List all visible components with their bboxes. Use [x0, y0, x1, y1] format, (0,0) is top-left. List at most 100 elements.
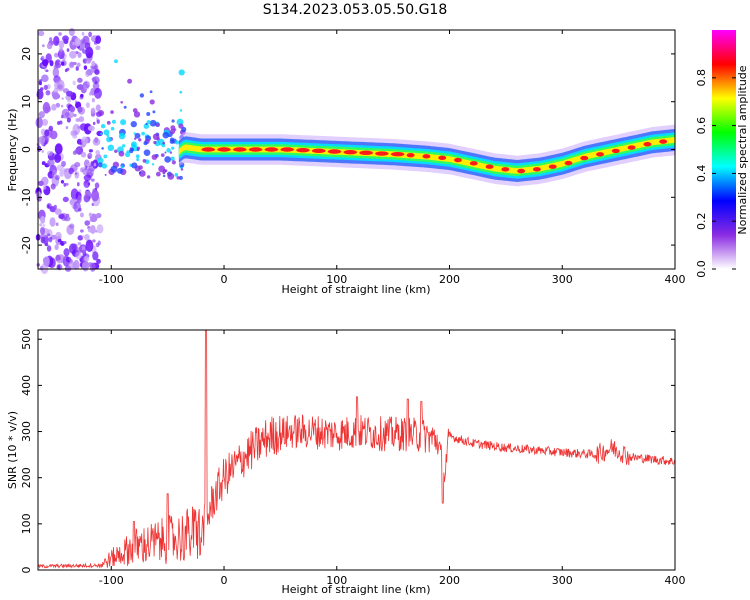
spectrogram-noise-blob: [41, 149, 44, 153]
spectrogram-noise-blob: [68, 167, 75, 175]
spectrogram-noise-blob: [66, 117, 71, 123]
spectrogram-transition-blob: [176, 176, 180, 180]
spectrogram-noise-blob: [78, 189, 82, 193]
spectrogram-transition-blob: [180, 168, 184, 171]
spectrogram-transition-blob: [171, 160, 176, 165]
spectrogram-noise-blob: [69, 50, 77, 59]
spectrogram-noise-blob: [92, 121, 96, 125]
spectrogram-transition-blob: [174, 140, 180, 145]
colorbar-gradient: [712, 30, 736, 269]
snr-x-tick-label: -100: [99, 574, 124, 587]
snr-x-tick-label: 400: [665, 574, 686, 587]
spectrogram-noise-blob: [96, 258, 101, 264]
spectrogram-transition-blob: [103, 129, 110, 136]
spectrogram-transition-blob: [110, 126, 115, 131]
spectrogram-ridge-core: [517, 168, 526, 174]
spectrogram-noise-blob: [74, 161, 81, 168]
spectrogram-noise-blob: [87, 152, 93, 160]
spectrogram-noise-blob: [42, 224, 46, 228]
snr-y-tick-label: 300: [20, 421, 33, 442]
spectrogram-noise-blob: [65, 213, 70, 218]
spectrogram-transition-blob: [106, 134, 110, 137]
spectrogram-noise-blob: [54, 208, 62, 216]
spectrogram-transition-blob: [138, 138, 142, 142]
spectrogram-noise-blob: [37, 30, 45, 37]
spectrogram-transition-blob: [170, 137, 174, 142]
spectrogram-noise-blob: [60, 104, 64, 108]
spectrogram-noise-blob: [92, 251, 99, 261]
spectrogram-ridge-core: [596, 152, 604, 157]
spectrogram-transition-blob: [101, 147, 104, 150]
spectrogram-noise-blob: [64, 216, 71, 222]
spectrogram-ridge-core: [548, 164, 557, 169]
spectrogram-transition-blob: [178, 69, 185, 76]
spectrogram-noise-blob: [55, 222, 59, 227]
spectrogram-transition-blob: [120, 165, 124, 168]
spectrogram-transition-blob: [151, 163, 155, 166]
spectrogram-noise-blob: [66, 90, 74, 97]
spectrogram-transition-blob: [100, 132, 103, 135]
spectrogram-transition-blob: [97, 162, 103, 168]
spectrogram-noise-blob: [59, 120, 63, 125]
spectrogram-x-ticks: -100 0 100 200 300 400: [99, 30, 686, 286]
spectrogram-transition-blob: [170, 156, 175, 161]
spectrogram-noise-blob: [47, 158, 55, 167]
spectrogram-noise-blob: [80, 151, 87, 158]
snr-x-tick-label: 0: [221, 574, 228, 587]
spectrogram-noise-blob: [92, 239, 96, 243]
spectrogram-noise-blob: [43, 184, 47, 190]
spectrogram-ridge-core: [611, 148, 620, 154]
spectrogram-noise-blob: [87, 58, 91, 64]
spectrogram-noise-blob: [84, 234, 90, 241]
colorbar-tick-label: 0.6: [695, 117, 708, 135]
spectrogram-transition-blob: [131, 142, 136, 148]
spectrogram-transition-blob: [138, 171, 142, 175]
spectrogram-transition-blob: [135, 154, 140, 159]
spectrogram-transition-blob: [178, 175, 183, 180]
spectrogram-ridge-core: [217, 147, 231, 152]
spectrogram-noise-blob: [54, 143, 63, 155]
snr-frame: [37, 329, 676, 571]
spectrogram-noise-blob: [94, 136, 99, 144]
spectrogram-noise-blob: [79, 212, 84, 218]
spectrogram-transition-blob: [111, 119, 116, 124]
spectrogram-noise-blob: [70, 188, 79, 201]
spectrogram-noise-blob: [92, 188, 97, 193]
spectrogram-transition-blob: [123, 105, 127, 109]
spectrogram-ridge-core: [343, 149, 358, 155]
spectrogram-noise-blob: [38, 180, 44, 187]
spectrogram-noise-blob: [58, 40, 65, 49]
spectrogram-noise-blob: [41, 118, 49, 126]
spectrogram-noise-blob: [51, 103, 57, 111]
spectrogram-noise-blob: [82, 80, 90, 90]
spectrogram-noise-blob: [72, 150, 77, 155]
spectrogram-noise-blob: [83, 193, 90, 203]
spectrogram-noise-blob: [48, 125, 54, 132]
spectrogram-noise-blob: [94, 69, 100, 75]
spectrogram-transition-blob: [152, 133, 160, 141]
snr-plot-area: [38, 330, 675, 570]
spectrogram-noise-blob: [91, 97, 95, 103]
spectrogram-noise-blob: [52, 67, 60, 78]
spectrogram-ridge-core: [469, 161, 478, 166]
spectrogram-noise-blob: [54, 244, 59, 251]
spectrogram-transition-blob: [143, 141, 148, 146]
spectrogram-noise-blob: [44, 242, 49, 247]
spectrogram-noise-blob: [61, 160, 66, 167]
spectrogram-y-tick-label: 10: [20, 95, 33, 109]
spectrogram-ridge-core: [280, 147, 294, 152]
spectrogram-noise-blob: [96, 119, 100, 124]
spectrogram-transition-blob: [127, 78, 133, 84]
spectrogram-transition-blob: [101, 163, 108, 169]
colorbar-tick-label: 0.4: [695, 165, 708, 183]
spectrogram-noise-blob: [77, 52, 82, 58]
spectrogram-ridge-core: [564, 160, 573, 166]
spectrogram-transition-blob: [138, 165, 143, 170]
spectrogram-noise-blob: [55, 40, 59, 45]
spectrogram-noise-blob: [75, 247, 82, 254]
spectrogram-noise-blob: [63, 248, 70, 257]
spectrogram-transition-blob: [162, 141, 166, 145]
spectrogram-noise-blob: [46, 43, 53, 50]
spectrogram-noise-blob: [55, 102, 61, 108]
spectrogram-noise-blob: [53, 52, 59, 58]
